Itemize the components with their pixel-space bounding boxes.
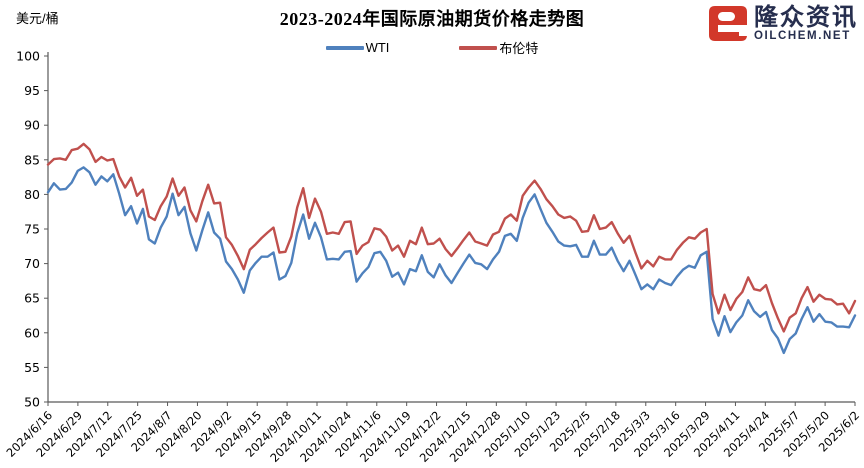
legend-item-wti: WTI <box>325 40 390 55</box>
y-tick-label: 50 <box>24 395 40 410</box>
legend-label-brent: 布伦特 <box>499 41 539 56</box>
wti-line-swatch <box>325 45 364 50</box>
y-tick-label: 65 <box>24 291 40 306</box>
chart-title: 2023-2024年国际原油期货价格走势图 <box>279 9 585 29</box>
legend-item-brent: 布伦特 <box>459 38 538 57</box>
y-tick-label: 70 <box>24 256 40 271</box>
y-tick-label: 90 <box>24 118 40 133</box>
brent-line-swatch <box>459 45 498 50</box>
axis-lines <box>47 52 855 403</box>
y-tick-label: 60 <box>24 325 40 340</box>
legend-label-wti: WTI <box>365 40 390 55</box>
y-tick-label: 75 <box>24 222 40 237</box>
y-tick-label: 80 <box>24 187 40 202</box>
wti-line <box>46 166 857 355</box>
y-tick-label: 85 <box>24 152 40 167</box>
logo-text-block: 隆众资讯 OILCHEM.NET <box>754 3 858 43</box>
oilchem-logo: 隆众资讯 OILCHEM.NET <box>708 4 858 44</box>
y-tick-label: 55 <box>24 360 40 375</box>
chart-legend: WTI 布伦特 <box>0 38 864 57</box>
brent-line <box>46 142 857 333</box>
y-tick-label: 100 <box>16 49 40 64</box>
y-axis-unit-label: 美元/桶 <box>16 11 59 26</box>
oilchem-e-icon <box>709 6 750 41</box>
logo-brand-en: OILCHEM.NET <box>754 29 851 42</box>
y-tick-label: 95 <box>24 83 40 98</box>
logo-brand-cn: 隆众资讯 <box>754 3 858 31</box>
